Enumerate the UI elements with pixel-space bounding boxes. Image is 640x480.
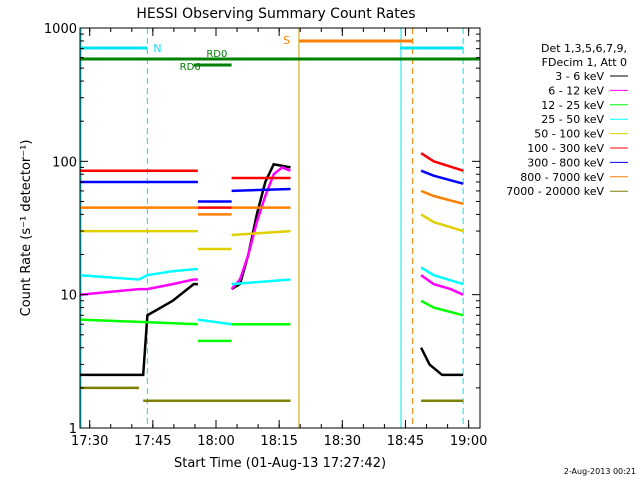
series-line-1-1 [230, 165, 291, 290]
legend-label-2: 12 - 25 keV [541, 99, 604, 112]
legend-label-1: 6 - 12 keV [548, 84, 604, 97]
series-line-6-3 [420, 169, 464, 185]
series-line-0-0 [80, 282, 198, 377]
legend-label-7: 800 - 7000 keV [520, 171, 604, 184]
x-tick-label-2: 18:00 [197, 434, 234, 449]
legend-header-0: Det 1,3,5,6,7,9, [541, 42, 627, 55]
legend: Det 1,3,5,6,7,9,FDecim 1, Att 03 - 6 keV… [506, 42, 628, 198]
x-tick-label-4: 18:30 [324, 434, 361, 449]
x-tick-label-0: 17:30 [71, 434, 108, 449]
series-line-2-3 [420, 299, 464, 317]
series-line-3-0 [79, 268, 198, 281]
series-line-7-3 [420, 189, 464, 206]
timestamp: 2-Aug-2013 00:21 [564, 467, 636, 476]
legend-label-6: 300 - 800 keV [527, 156, 604, 169]
x-axis: 17:30 17:45 18:00 18:15 18:30 18:45 19:00 [71, 28, 487, 449]
rd0-flag-label: RD0 [206, 49, 227, 60]
series-line-1-2 [420, 274, 464, 296]
night-flag-label: N [153, 42, 161, 55]
series-line-6-2 [231, 187, 291, 193]
y-tick-label-0: 1 [69, 422, 77, 437]
plot-frame [79, 27, 481, 429]
legend-header-1: FDecim 1, Att 0 [542, 56, 627, 69]
legend-label-5: 100 - 300 keV [527, 142, 604, 155]
series-line-1-0 [79, 278, 198, 296]
x-tick-label-1: 17:45 [134, 434, 171, 449]
chart-title: HESSI Observing Summary Count Rates [136, 6, 415, 22]
plot-area: N S RD0 RD6 [79, 28, 480, 428]
legend-label-8: 7000 - 20000 keV [506, 185, 604, 198]
series-line-2-0 [79, 318, 198, 326]
y-tick-label-1: 10 [60, 289, 77, 304]
series-line-5-3 [420, 152, 464, 172]
y-tick-label-2: 100 [52, 155, 77, 170]
legend-label-3: 25 - 50 keV [541, 113, 604, 126]
series-line-4-2 [231, 229, 291, 237]
saa-flag-label: S [283, 34, 290, 47]
rd6-flag-label: RD6 [180, 62, 201, 73]
x-tick-label-6: 19:00 [450, 434, 487, 449]
series-line-3-2 [231, 278, 291, 286]
y-axis-label: Count Rate (s⁻¹ detector⁻¹) [19, 140, 34, 317]
x-axis-label: Start Time (01-Aug-13 17:27:42) [174, 456, 386, 471]
series-line-0-2 [419, 347, 464, 377]
legend-label-0: 3 - 6 keV [555, 70, 604, 83]
y-axis: 1 10 100 1000 [44, 22, 480, 437]
legend-label-4: 50 - 100 keV [534, 128, 604, 141]
series-line-3-1 [197, 318, 232, 326]
x-tick-label-3: 18:15 [260, 434, 297, 449]
series-line-4-3 [420, 213, 464, 233]
x-tick-label-5: 18:45 [387, 434, 424, 449]
series-line-3-3 [420, 266, 464, 286]
y-tick-label-3: 1000 [44, 22, 77, 37]
